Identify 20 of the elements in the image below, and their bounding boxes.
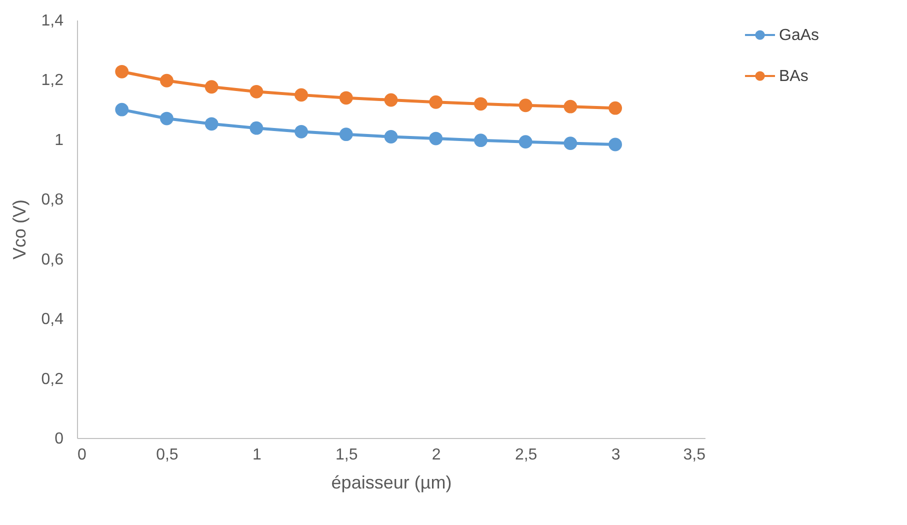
x-tick-label: 0,5 <box>156 446 178 464</box>
x-tick-label: 0 <box>78 446 86 464</box>
x-tick-label: 2,5 <box>514 446 538 464</box>
x-tick-label: 2 <box>432 446 441 464</box>
y-tick-label: 0,2 <box>41 370 64 388</box>
x-tick-label: 3 <box>611 446 620 464</box>
y-tick-label: 1,4 <box>41 12 64 30</box>
legend-label: GaAs <box>779 27 820 44</box>
legend-label: BAs <box>779 68 808 85</box>
x-tick-label: 3,5 <box>683 446 706 464</box>
y-axis-title: Vco (V) <box>9 199 30 260</box>
y-tick-label: 1,2 <box>41 72 64 90</box>
x-tick-label: 1 <box>252 446 262 464</box>
y-tick-label: 0,4 <box>41 311 64 328</box>
x-tick-label: 1,5 <box>336 446 358 464</box>
y-tick-label: 0 <box>54 430 64 448</box>
y-tick-label: 0,6 <box>41 251 64 268</box>
y-tick-label: 0,8 <box>41 192 64 209</box>
x-axis-title: épaisseur (µm) <box>331 472 452 492</box>
y-tick-label: 1 <box>54 132 64 149</box>
